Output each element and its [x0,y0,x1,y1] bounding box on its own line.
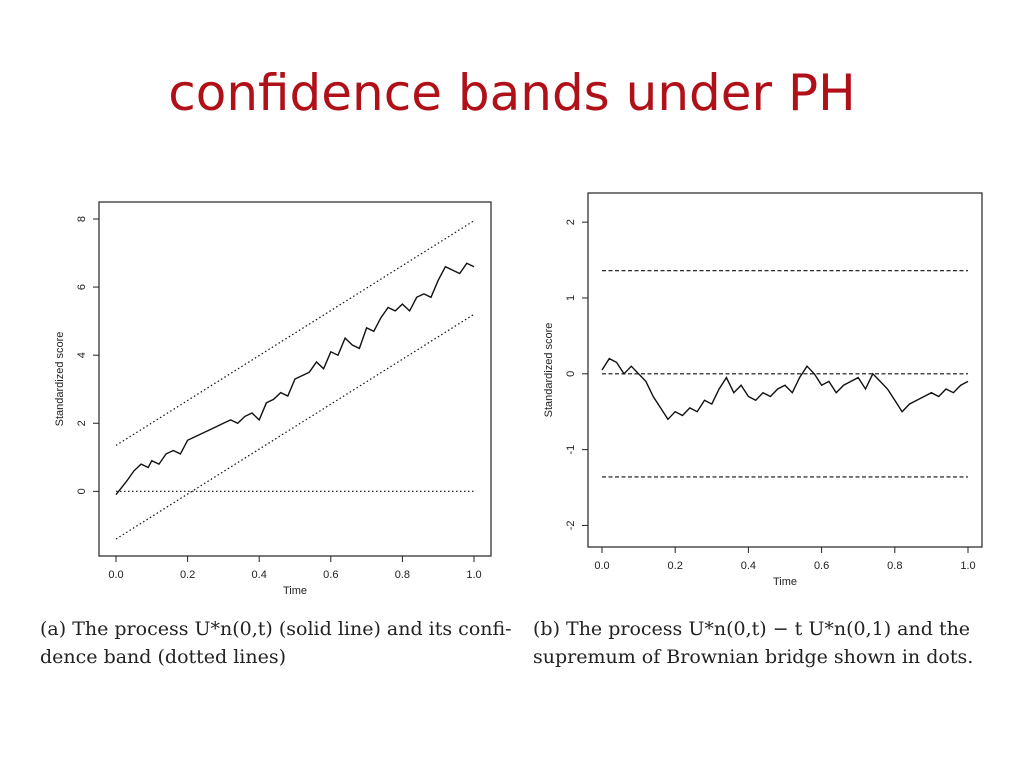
caption-a-line1: (a) The process U*n(0,t) (solid line) an… [40,618,512,640]
x-tick-label: 0.8 [887,560,902,572]
caption-a: (a) The process U*n(0,t) (solid line) an… [40,615,514,671]
x-tick-label: 0.6 [323,569,338,581]
series-dotted-line [115,220,475,446]
plot-frame [587,192,983,548]
caption-a-line2: dence band (dotted lines) [40,646,287,668]
y-axis-title: Standardized score [54,332,66,427]
y-axis-title: Standardized score [543,323,555,418]
y-tick-label: 2 [565,219,577,225]
caption-b-line2: supremum of Brownian bridge shown in dot… [533,646,974,668]
plot-frame [98,201,492,557]
x-axis-title: Time [773,576,797,588]
x-tick-label: 0.6 [814,560,829,572]
y-tick-label: 6 [76,284,88,290]
chart-a: 0.0 0.2 0.4 0.6 0.8 1.0 0 2 4 6 8 Time Standardized … [54,201,492,597]
x-tick-label: 0.8 [395,569,410,581]
series-dotted-line [115,313,475,540]
x-tick-label: 0.0 [594,560,609,572]
x-tick-label: 1.0 [960,560,975,572]
y-tick-label: 8 [76,216,88,222]
y-tick-label: 4 [76,352,88,358]
x-tick-label: 0.4 [741,560,756,572]
x-axis-title: Time [283,585,307,597]
series-solid-line [601,357,969,421]
x-tick-label: 0.2 [180,569,195,581]
caption-b-line1: (b) The process U*n(0,t) − t U*n(0,1) an… [533,618,971,640]
x-tick-label: 1.0 [466,569,481,581]
y-tick-label: 0 [76,488,88,494]
caption-b: (b) The process U*n(0,t) − t U*n(0,1) an… [533,615,973,671]
y-tick-label: 0 [565,371,577,377]
y-tick-label: -1 [565,445,577,455]
chart-b: 0.0 0.2 0.4 0.6 0.8 1.0 -2 -1 0 1 2 Time Standardize… [543,192,983,588]
x-tick-label: 0.0 [108,569,123,581]
y-tick-label: 1 [565,295,577,301]
y-tick-label: -2 [565,521,577,531]
x-tick-label: 0.4 [252,569,267,581]
slide-title: confidence bands under PH [168,64,856,122]
series-solid-line [115,262,475,496]
y-tick-label: 2 [76,420,88,426]
x-tick-label: 0.2 [668,560,683,572]
